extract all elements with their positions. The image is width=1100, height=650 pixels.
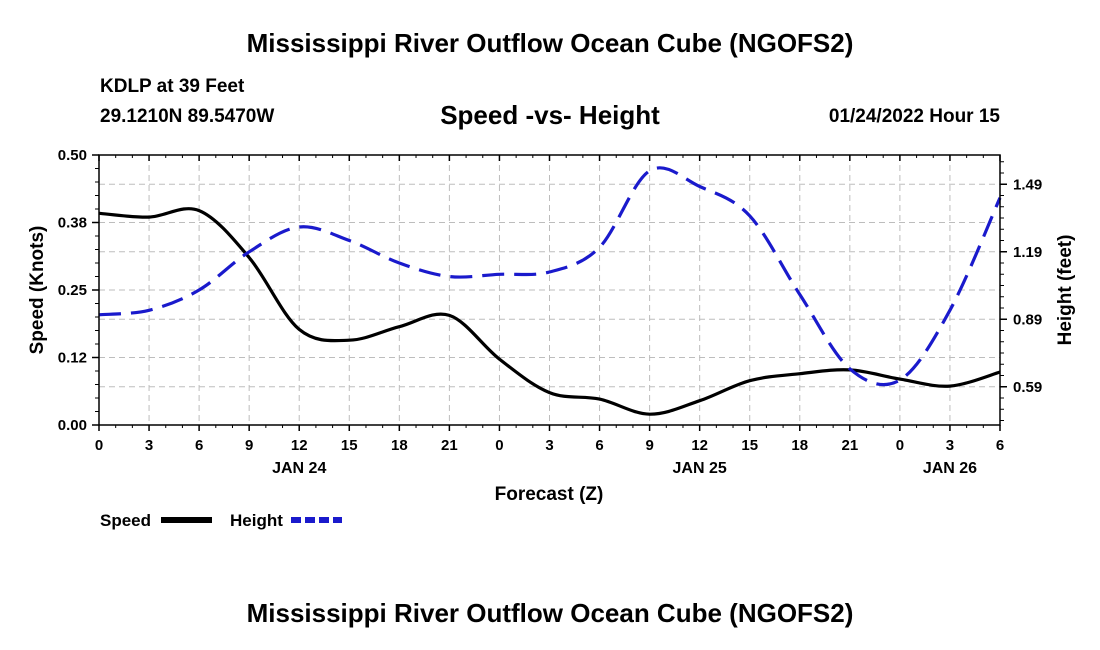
main-title: Mississippi River Outflow Ocean Cube (NG… xyxy=(246,28,854,58)
day-label: JAN 25 xyxy=(673,460,727,477)
series-lines xyxy=(98,166,1002,416)
x-tick-label: 3 xyxy=(545,437,553,454)
x-tick-label: 12 xyxy=(691,437,708,454)
x-tick-label: 21 xyxy=(441,437,458,454)
day-label: JAN 24 xyxy=(272,460,326,477)
legend-speed-label: Speed xyxy=(100,511,151,530)
x-tick-label: 0 xyxy=(495,437,503,454)
x-tick-label: 6 xyxy=(195,437,203,454)
x-tick-label: 3 xyxy=(946,437,954,454)
x-axis-label: Forecast (Z) xyxy=(495,484,604,505)
x-tick-label: 9 xyxy=(245,437,253,454)
day-label: JAN 26 xyxy=(923,460,977,477)
height-series-line xyxy=(98,166,1002,387)
x-tick-label: 6 xyxy=(996,437,1004,454)
axis-labels: Forecast (Z) Speed (Knots) Height (feet) xyxy=(27,226,1076,505)
x-tick-label: 9 xyxy=(645,437,653,454)
y-axis-label: Speed (Knots) xyxy=(27,226,48,355)
footer-title: Mississippi River Outflow Ocean Cube (NG… xyxy=(246,598,854,628)
y2-tick-label: 1.19 xyxy=(1013,244,1042,261)
y2-axis-label: Height (feet) xyxy=(1055,235,1076,346)
legend-height-label: Height xyxy=(230,511,283,530)
grid-lines xyxy=(99,155,1000,425)
y-tick-label: 0.25 xyxy=(58,282,87,299)
x-tick-label: 18 xyxy=(791,437,808,454)
x-tick-label: 0 xyxy=(95,437,103,454)
forecast-datetime: 01/24/2022 Hour 15 xyxy=(828,106,1000,127)
legend: Speed Height xyxy=(100,511,342,530)
station-coordinates: 29.1210N 89.5470W xyxy=(100,106,275,127)
y2-tick-label: 1.49 xyxy=(1013,176,1042,193)
y2-tick-label: 0.89 xyxy=(1013,311,1042,328)
x-tick-label: 6 xyxy=(595,437,603,454)
y-tick-label: 0.12 xyxy=(58,350,87,367)
axis-ticks: 0 3 6 9 12 15 18 21 0 3 6 9 12 15 18 21 0 3 6 JAN 24 JAN 25 J… xyxy=(58,147,1042,477)
y-tick-label: 0.00 xyxy=(58,417,87,434)
x-tick-label: 15 xyxy=(741,437,758,454)
y2-tick-label: 0.59 xyxy=(1013,379,1042,396)
x-tick-label: 0 xyxy=(896,437,904,454)
x-tick-label: 18 xyxy=(391,437,408,454)
x-tick-label: 12 xyxy=(291,437,308,454)
y-tick-label: 0.50 xyxy=(58,147,87,164)
x-tick-label: 21 xyxy=(841,437,858,454)
x-tick-label: 3 xyxy=(145,437,153,454)
y-tick-label: 0.38 xyxy=(58,215,87,232)
station-label: KDLP at 39 Feet xyxy=(100,76,245,97)
speed-height-chart: 0 3 6 9 12 15 18 21 0 3 6 9 12 15 18 21 0 3 6 JAN 24 JAN 25 J… xyxy=(27,147,1076,530)
chart-title: Speed -vs- Height xyxy=(440,100,660,130)
x-tick-label: 15 xyxy=(341,437,358,454)
